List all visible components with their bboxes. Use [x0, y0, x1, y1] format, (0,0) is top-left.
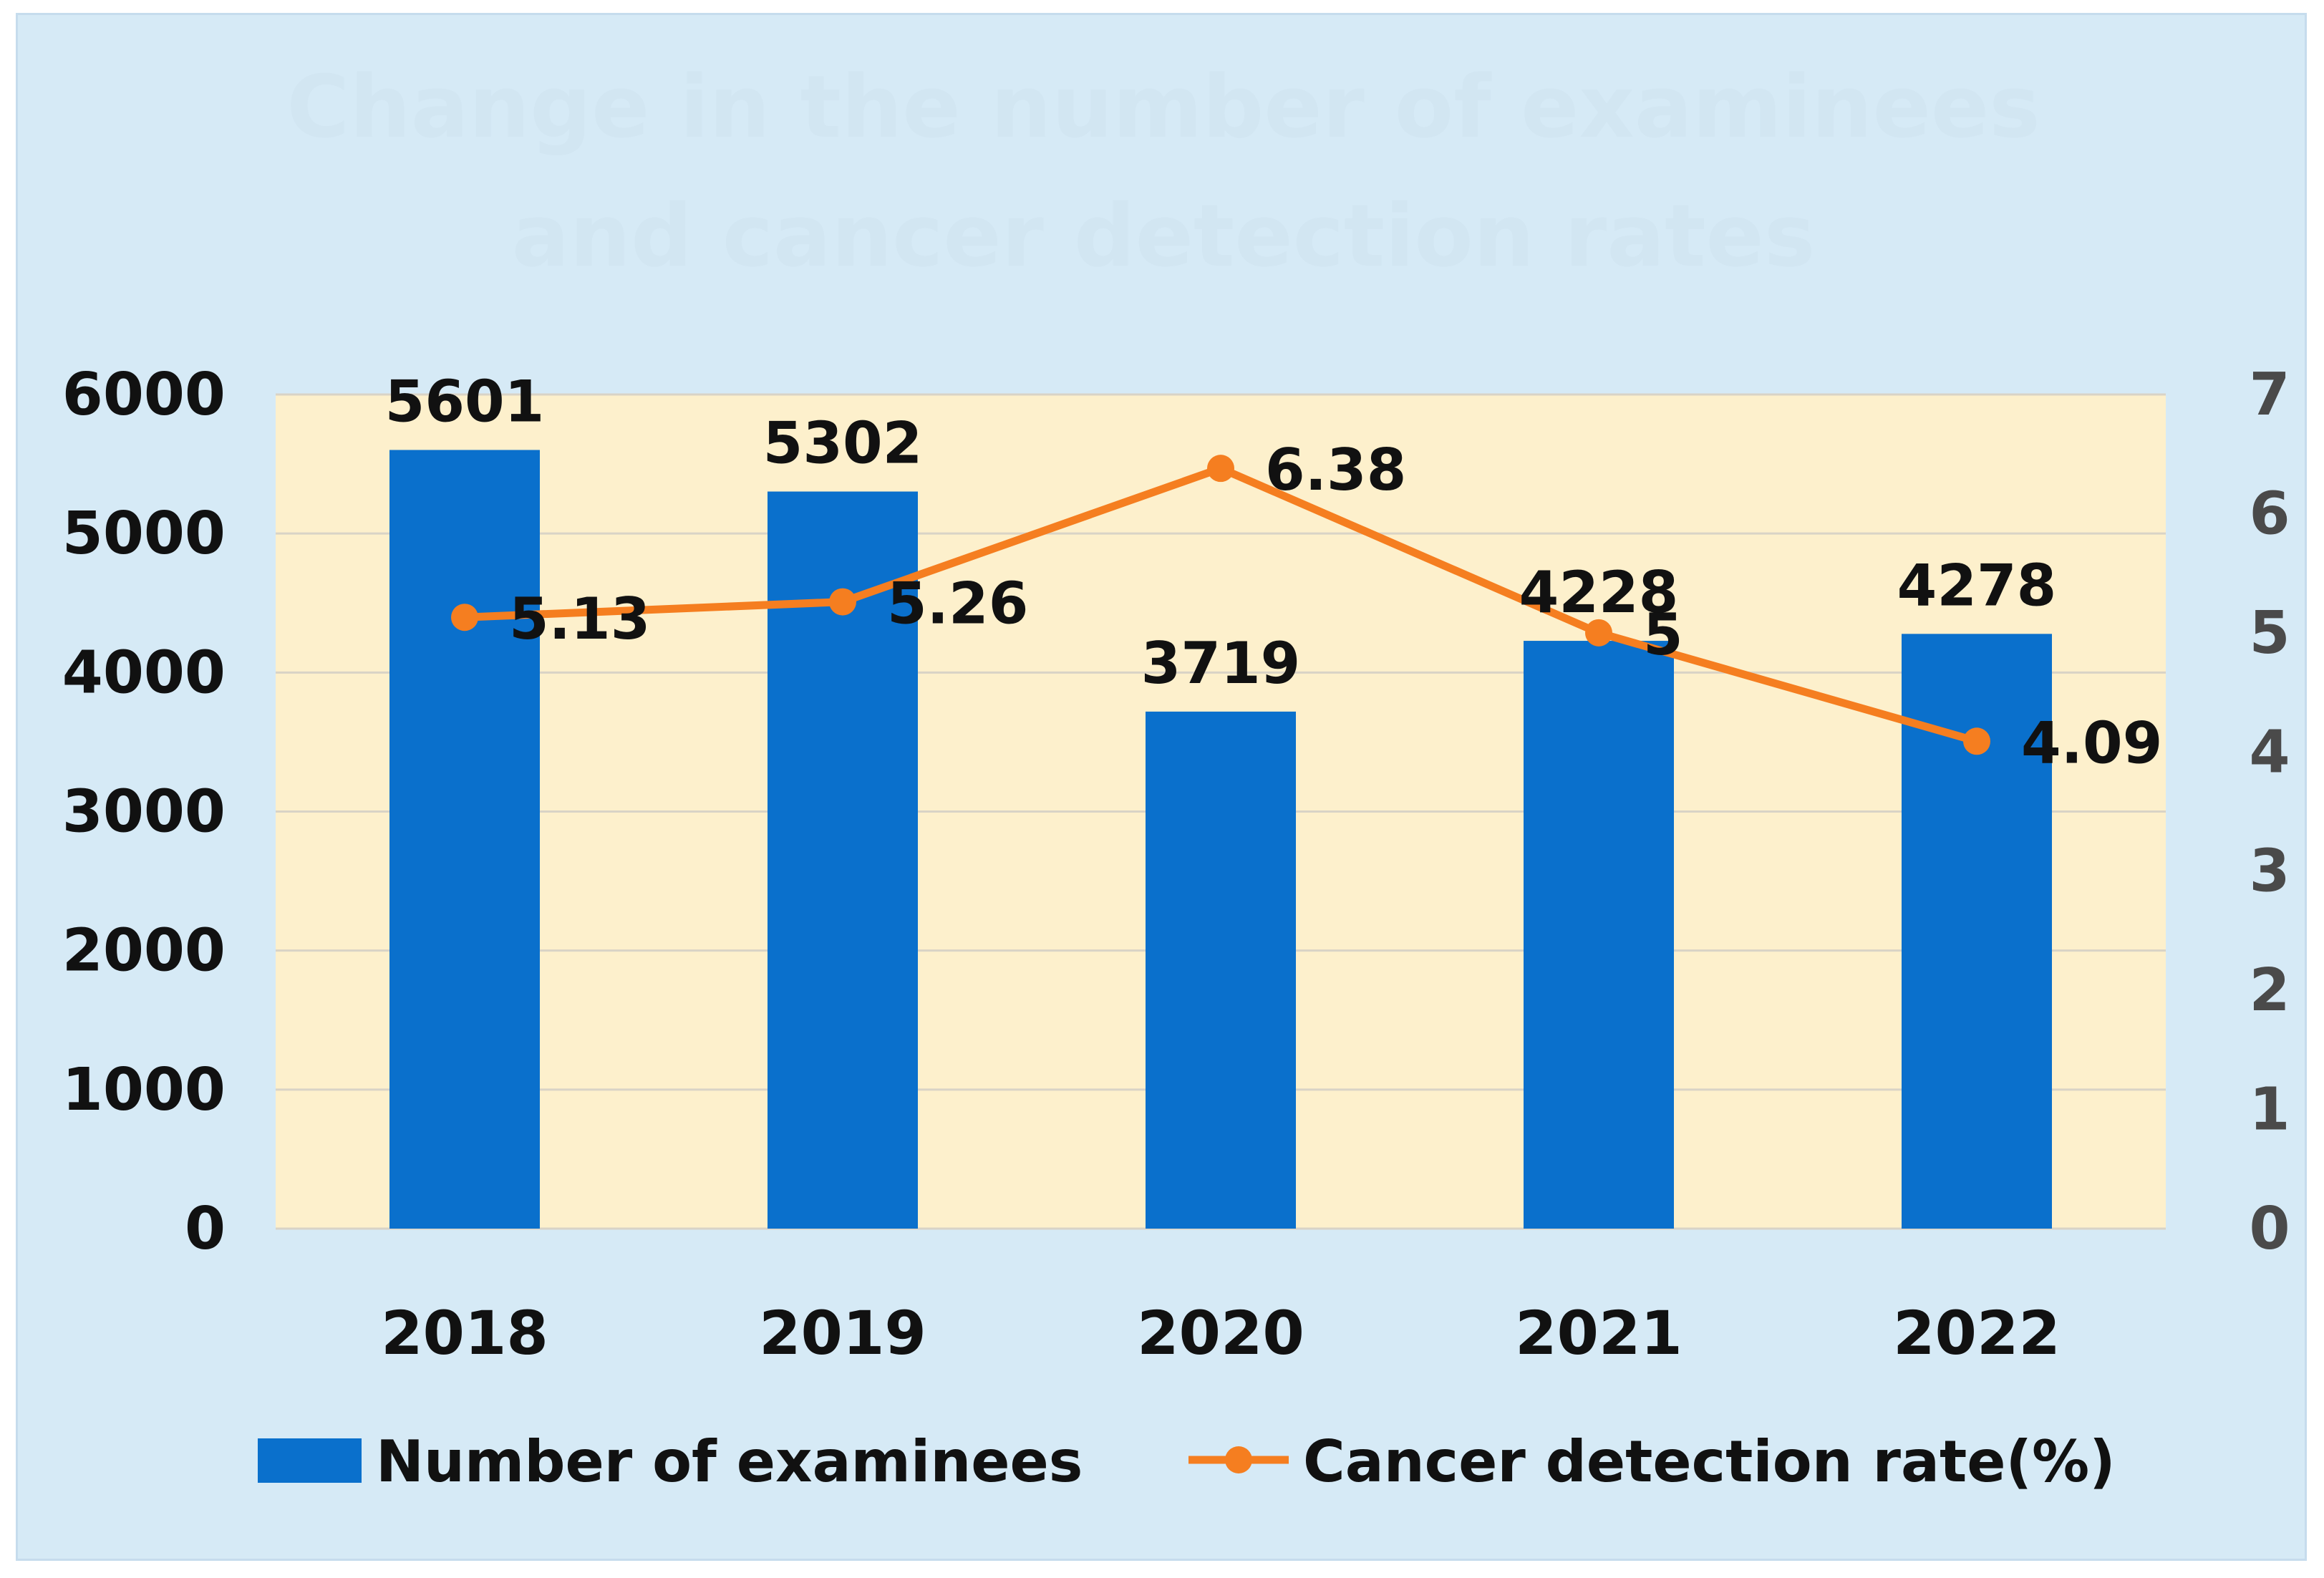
left-axis-tick-label: 0 [185, 1195, 226, 1263]
bars [389, 450, 2052, 1229]
line-point [1585, 619, 1612, 647]
chart-svg: Change in the number of examinees and ca… [62, 58, 2290, 1495]
chart-title-line-2: and cancer detection rates [512, 187, 1816, 286]
line-data-label: 5 [1643, 601, 1683, 668]
line-series [451, 455, 1990, 755]
x-axis-tick-label: 2021 [1515, 1298, 1683, 1368]
right-axis-tick-label: 3 [2249, 838, 2290, 906]
left-axis-tick-label: 5000 [62, 500, 226, 568]
right-axis: 0 1 2 3 4 5 6 7 [2249, 361, 2290, 1263]
line-point [1207, 455, 1234, 483]
line-data-label: 4.09 [2021, 710, 2162, 776]
bar [1524, 641, 1674, 1229]
line-point [451, 604, 478, 631]
right-axis-tick-label: 6 [2249, 480, 2290, 548]
bar-data-label: 3719 [1141, 630, 1301, 697]
left-axis-tick-label: 4000 [62, 639, 226, 707]
bar-labels: 5601 5302 3719 4228 4278 [385, 368, 2057, 696]
bar [1146, 711, 1296, 1229]
legend: Number of examinees Cancer detection rate… [258, 1428, 2116, 1495]
line-point [1963, 727, 1990, 755]
x-axis-tick-label: 2020 [1137, 1298, 1304, 1368]
left-axis-tick-label: 2000 [62, 917, 226, 985]
legend-bar-swatch [258, 1438, 362, 1483]
legend-bar-label: Number of examinees [376, 1428, 1083, 1495]
line-data-label: 5.26 [887, 571, 1028, 637]
bar [389, 450, 540, 1229]
right-axis-tick-label: 0 [2249, 1195, 2290, 1263]
bar-data-label: 4228 [1519, 559, 1679, 626]
legend-line-label: Cancer detection rate(%) [1303, 1428, 2116, 1495]
line-data-label: 5.13 [509, 586, 650, 652]
left-axis-tick-label: 3000 [62, 778, 226, 846]
bar-data-label: 4278 [1897, 552, 2057, 619]
left-axis: 0 1000 2000 3000 4000 5000 6000 [62, 361, 226, 1263]
legend-line-marker [1225, 1446, 1252, 1473]
x-axis: 2018 2019 2020 2021 2022 [381, 1298, 2061, 1368]
chart-frame: Change in the number of examinees and ca… [16, 13, 2307, 1561]
right-axis-tick-label: 4 [2249, 718, 2290, 786]
line-data-label: 6.38 [1265, 437, 1406, 503]
bar-data-label: 5601 [385, 368, 545, 435]
bar-data-label: 5302 [763, 410, 923, 477]
right-axis-tick-label: 7 [2249, 361, 2290, 429]
line-point [829, 588, 856, 616]
right-axis-tick-label: 5 [2249, 599, 2290, 667]
left-axis-tick-label: 1000 [62, 1056, 226, 1124]
right-axis-tick-label: 1 [2249, 1076, 2290, 1144]
x-axis-tick-label: 2019 [759, 1298, 926, 1368]
line-labels: 5.13 5.26 6.38 5 4.09 [509, 437, 2162, 776]
right-axis-tick-label: 2 [2249, 957, 2290, 1025]
chart-title-line-1: Change in the number of examinees [286, 58, 2040, 158]
x-axis-tick-label: 2022 [1893, 1298, 2061, 1368]
x-axis-tick-label: 2018 [381, 1298, 548, 1368]
left-axis-tick-label: 6000 [62, 361, 226, 429]
